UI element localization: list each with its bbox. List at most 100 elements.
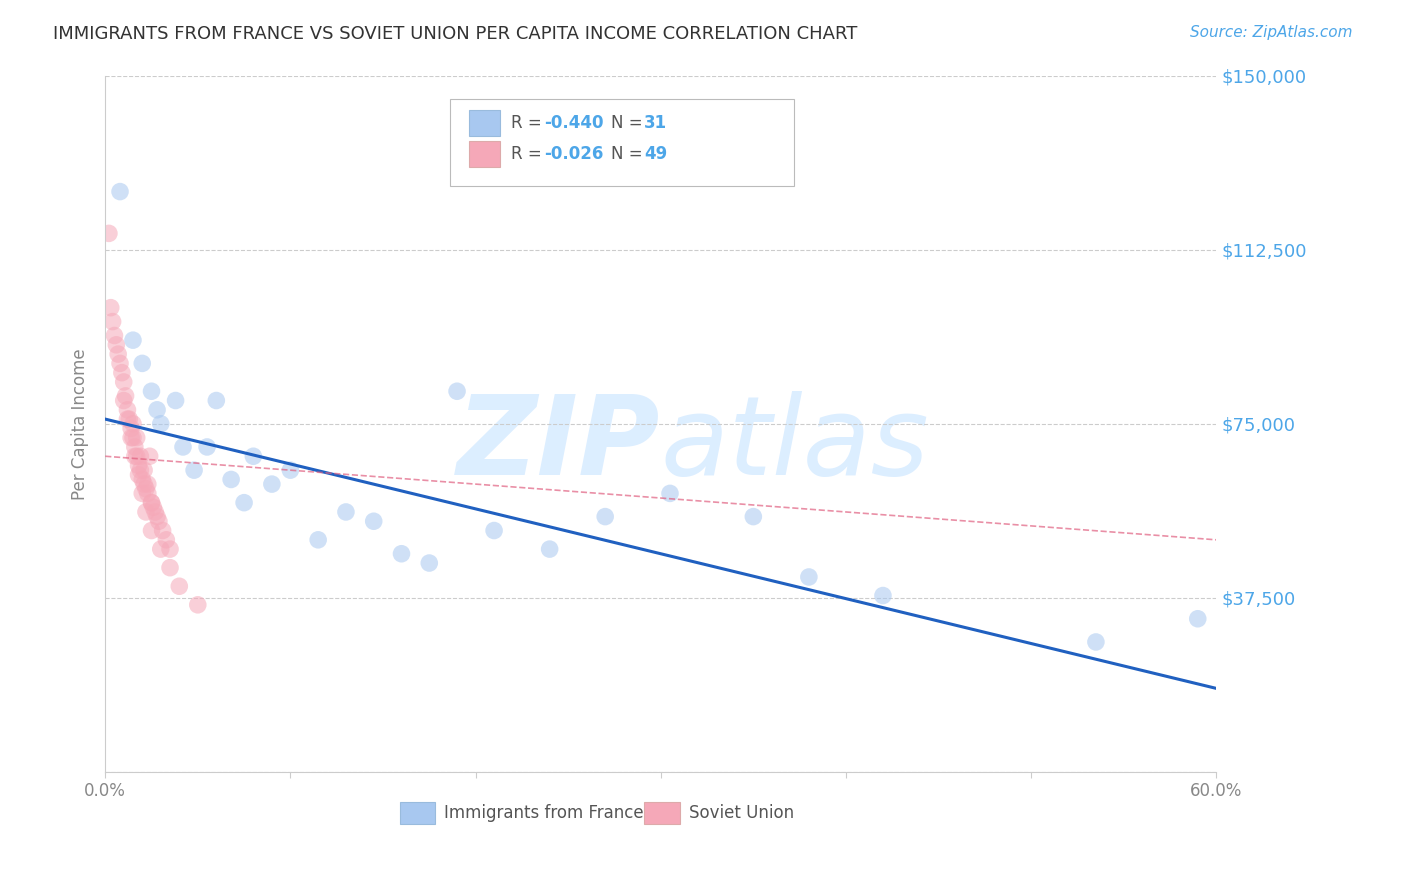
Point bbox=[107, 347, 129, 361]
Text: IMMIGRANTS FROM FRANCE VS SOVIET UNION PER CAPITA INCOME CORRELATION CHART: IMMIGRANTS FROM FRANCE VS SOVIET UNION P… bbox=[53, 25, 858, 43]
Point bbox=[136, 477, 159, 491]
Point bbox=[132, 463, 155, 477]
Point bbox=[105, 338, 128, 352]
Point bbox=[128, 458, 150, 473]
FancyBboxPatch shape bbox=[468, 110, 499, 136]
Point bbox=[143, 505, 166, 519]
Point bbox=[141, 496, 163, 510]
Point bbox=[307, 533, 329, 547]
Point bbox=[128, 467, 150, 482]
Point bbox=[141, 524, 163, 538]
Point bbox=[155, 533, 177, 547]
Point bbox=[205, 393, 228, 408]
Text: 49: 49 bbox=[644, 145, 668, 163]
Point bbox=[131, 473, 153, 487]
Point bbox=[159, 542, 181, 557]
Point bbox=[593, 509, 616, 524]
Text: -0.026: -0.026 bbox=[544, 145, 603, 163]
FancyBboxPatch shape bbox=[450, 98, 794, 186]
Point bbox=[172, 440, 194, 454]
Text: ZIP: ZIP bbox=[457, 391, 661, 498]
Point bbox=[114, 389, 136, 403]
Point bbox=[97, 227, 120, 241]
FancyBboxPatch shape bbox=[644, 802, 679, 824]
Point bbox=[446, 384, 468, 399]
Point bbox=[108, 185, 131, 199]
Point bbox=[797, 570, 820, 584]
Point bbox=[135, 482, 157, 496]
Point bbox=[165, 393, 187, 408]
Point bbox=[280, 463, 302, 477]
Point bbox=[108, 356, 131, 370]
Text: N =: N = bbox=[610, 145, 648, 163]
Point bbox=[169, 579, 191, 593]
Point bbox=[159, 560, 181, 574]
Point bbox=[112, 393, 135, 408]
Point bbox=[659, 486, 682, 500]
Point bbox=[125, 431, 148, 445]
Point bbox=[141, 496, 163, 510]
Point bbox=[482, 524, 505, 538]
Text: 31: 31 bbox=[644, 114, 668, 132]
Point bbox=[1187, 612, 1209, 626]
Point bbox=[120, 421, 142, 435]
Point bbox=[122, 417, 145, 431]
Point bbox=[538, 542, 561, 557]
Point bbox=[112, 375, 135, 389]
Point bbox=[124, 449, 146, 463]
Point bbox=[335, 505, 357, 519]
Point bbox=[120, 431, 142, 445]
Point bbox=[132, 477, 155, 491]
Point bbox=[363, 514, 385, 528]
Point bbox=[103, 328, 125, 343]
Point bbox=[183, 463, 205, 477]
Point bbox=[418, 556, 440, 570]
Text: N =: N = bbox=[610, 114, 648, 132]
Point bbox=[135, 505, 157, 519]
Point bbox=[122, 333, 145, 347]
Text: Soviet Union: Soviet Union bbox=[689, 804, 793, 822]
Point bbox=[242, 449, 264, 463]
Point bbox=[129, 449, 152, 463]
Text: Source: ZipAtlas.com: Source: ZipAtlas.com bbox=[1189, 25, 1353, 40]
Point bbox=[117, 402, 139, 417]
Point bbox=[101, 315, 124, 329]
Text: R =: R = bbox=[510, 114, 547, 132]
Point bbox=[149, 417, 172, 431]
Text: -0.440: -0.440 bbox=[544, 114, 603, 132]
Point bbox=[142, 500, 165, 515]
Point bbox=[872, 589, 894, 603]
Point bbox=[260, 477, 283, 491]
Point bbox=[233, 496, 256, 510]
Point bbox=[149, 542, 172, 557]
Point bbox=[141, 384, 163, 399]
Y-axis label: Per Capita Income: Per Capita Income bbox=[72, 348, 89, 500]
FancyBboxPatch shape bbox=[468, 141, 499, 168]
Point bbox=[117, 412, 139, 426]
Point bbox=[138, 449, 160, 463]
Point bbox=[195, 440, 218, 454]
Point bbox=[129, 463, 152, 477]
Point bbox=[111, 366, 134, 380]
Point bbox=[125, 449, 148, 463]
Point bbox=[187, 598, 209, 612]
Text: atlas: atlas bbox=[661, 391, 929, 498]
Point bbox=[136, 486, 159, 500]
Point bbox=[146, 509, 169, 524]
Point bbox=[152, 524, 174, 538]
FancyBboxPatch shape bbox=[399, 802, 436, 824]
Text: Immigrants from France: Immigrants from France bbox=[444, 804, 644, 822]
Point bbox=[118, 412, 141, 426]
Point bbox=[146, 402, 169, 417]
Point bbox=[124, 440, 146, 454]
Point bbox=[122, 431, 145, 445]
Point bbox=[100, 301, 122, 315]
Point bbox=[131, 486, 153, 500]
Point bbox=[1084, 635, 1107, 649]
Point bbox=[742, 509, 765, 524]
Text: R =: R = bbox=[510, 145, 547, 163]
Point bbox=[219, 473, 242, 487]
Point bbox=[148, 514, 170, 528]
Point bbox=[131, 356, 153, 370]
Point bbox=[391, 547, 413, 561]
